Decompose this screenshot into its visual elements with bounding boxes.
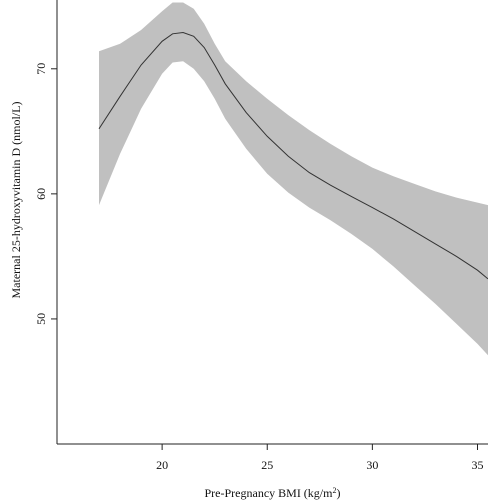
x-axis-title-text: Pre-Pregnancy BMI (kg/m [205, 486, 334, 500]
x-tick-label: 20 [156, 458, 168, 472]
x-axis-title-suffix: ) [336, 486, 340, 500]
y-axis-title: Maternal 25-hydroxyvitamin D (nmol/L) [9, 102, 23, 299]
x-tick-label: 25 [261, 458, 273, 472]
y-tick-label: 60 [34, 188, 48, 200]
fitted-line [98, 31, 488, 280]
x-axis-ticks: 20 25 30 35 [156, 444, 483, 472]
x-axis-title-superscript: 2 [332, 486, 336, 495]
axes [56, 0, 488, 445]
x-tick-label: 30 [366, 458, 378, 472]
plot-area [98, 2, 488, 356]
y-tick-label: 50 [34, 313, 48, 325]
y-axis-ticks: 50 60 70 [34, 63, 57, 325]
x-tick-label: 35 [471, 458, 483, 472]
confidence-band [99, 2, 488, 356]
y-tick-label: 70 [34, 63, 48, 75]
x-axis-title: Pre-Pregnancy BMI (kg/m2) [205, 486, 341, 501]
